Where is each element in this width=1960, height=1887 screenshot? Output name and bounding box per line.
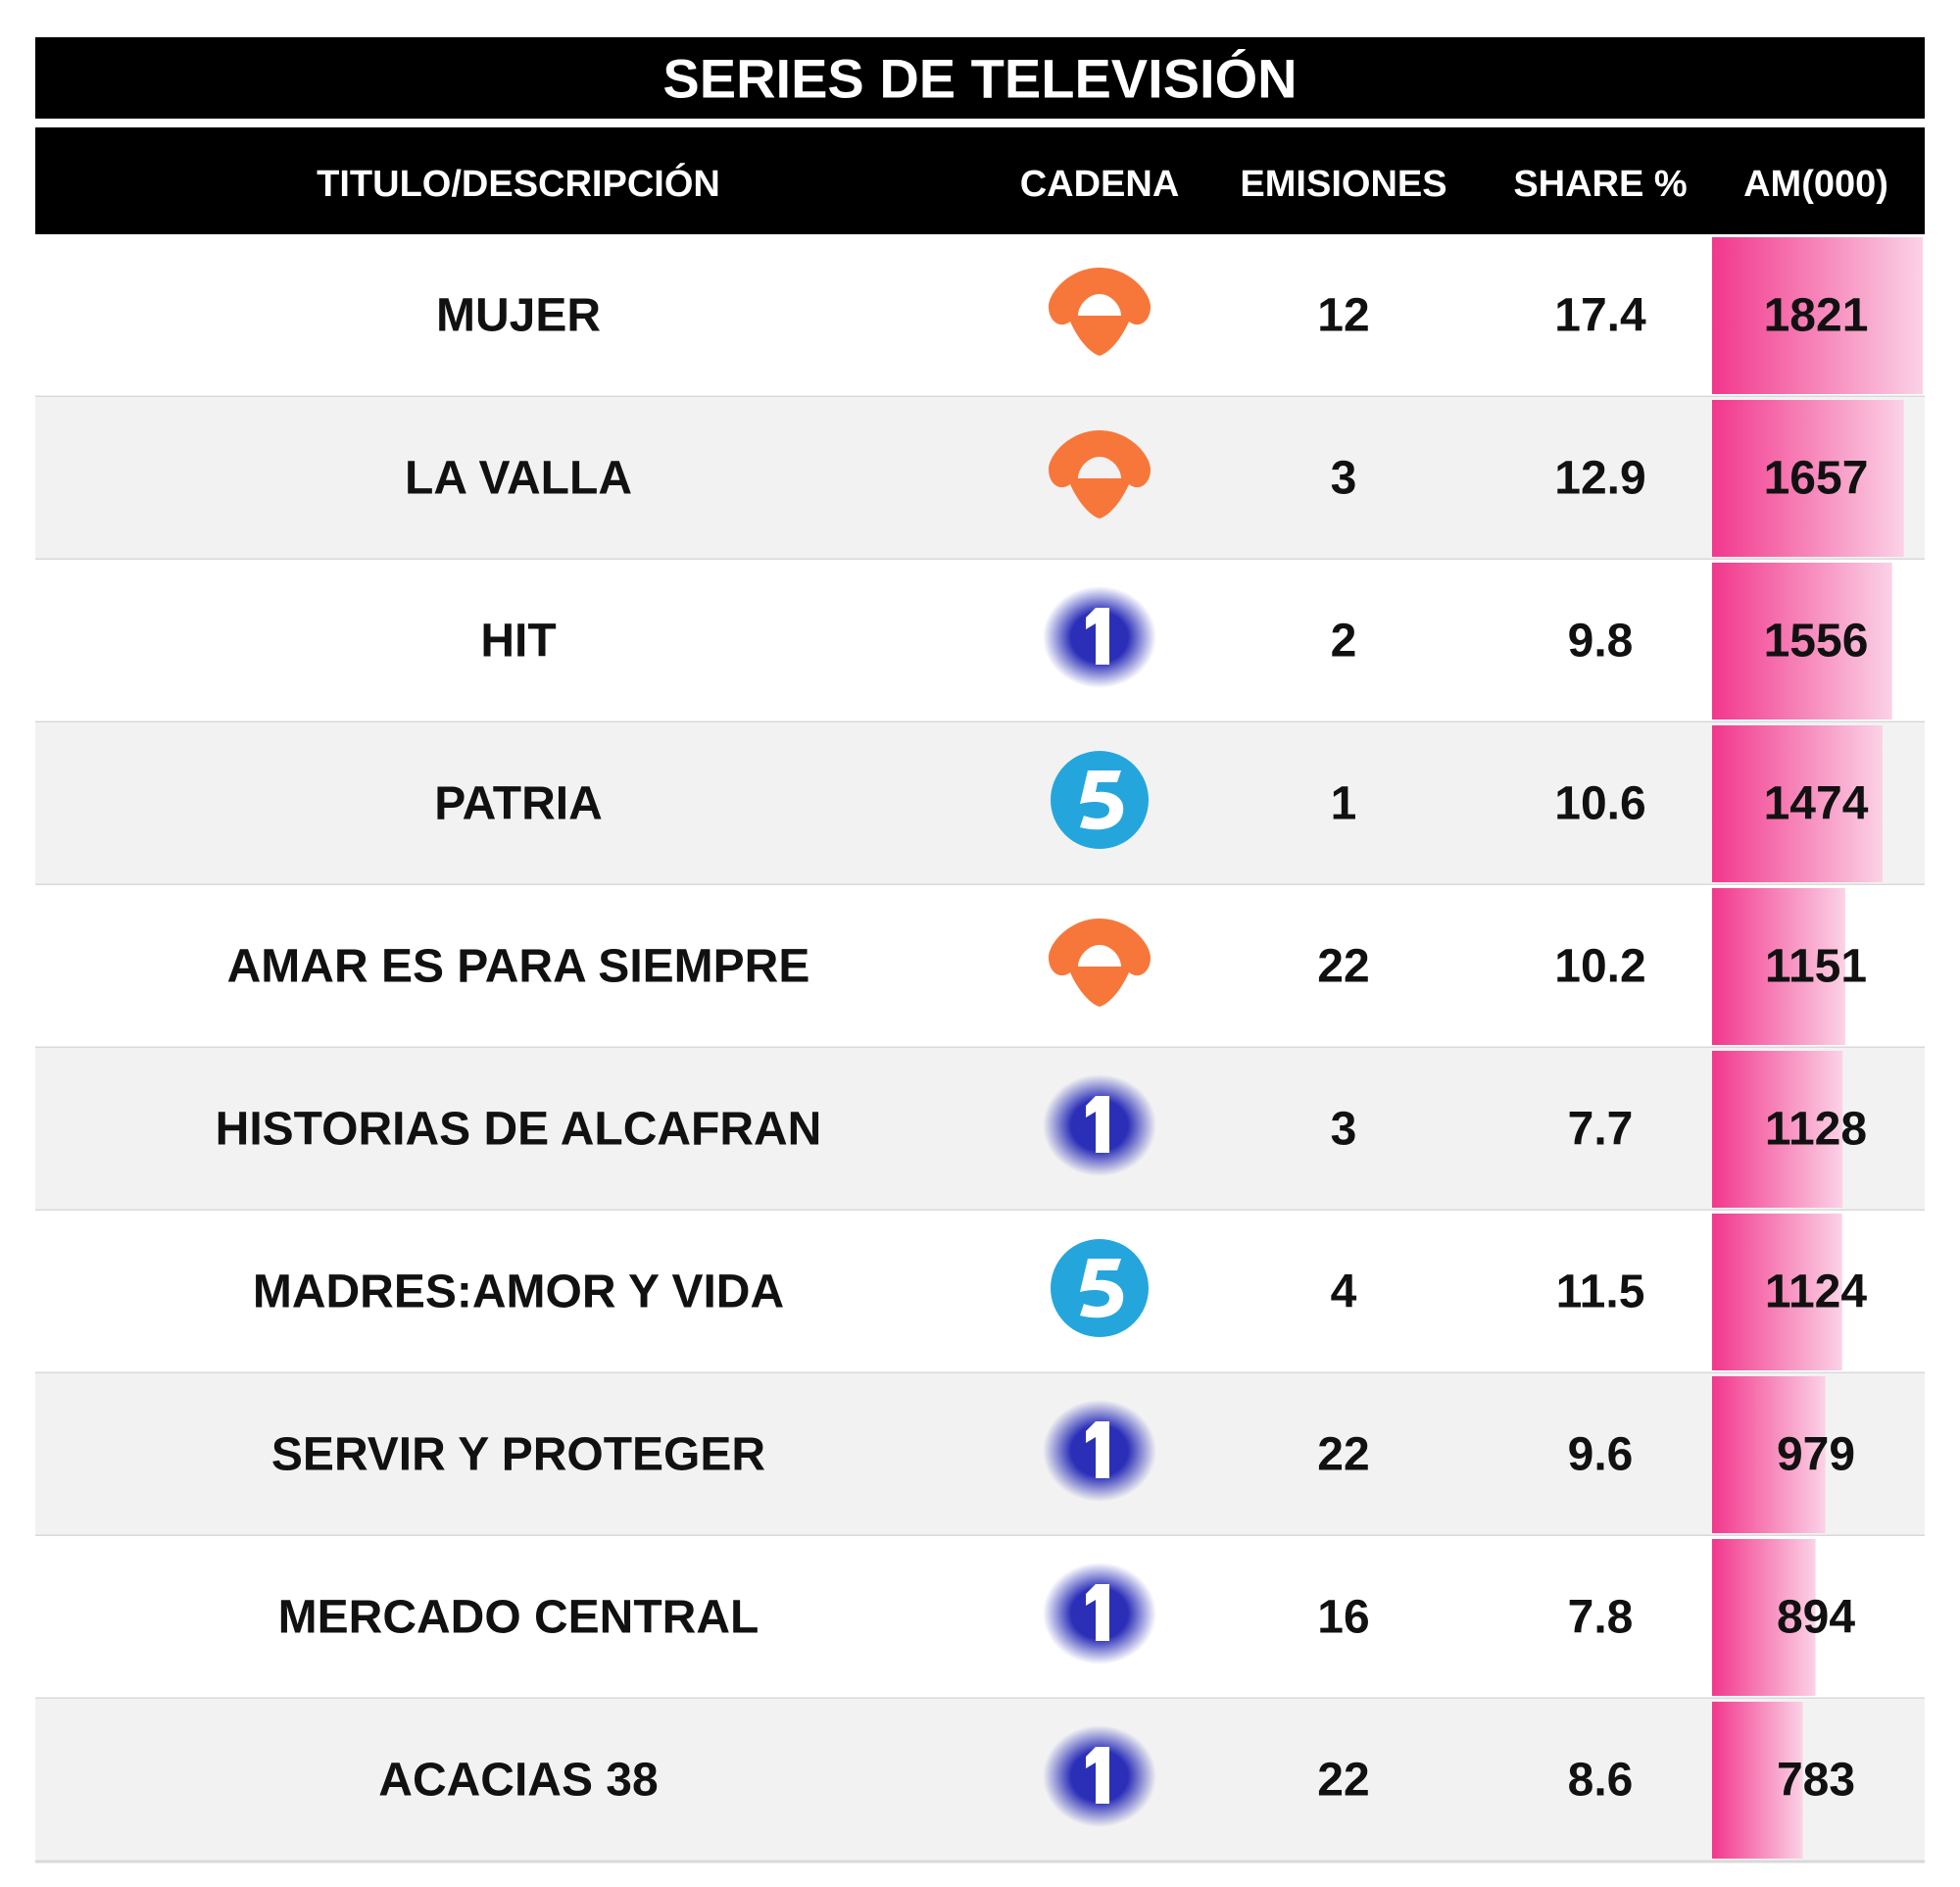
column-header: SHARE % (1513, 164, 1687, 205)
series-title: HIT (480, 616, 556, 668)
cell-value: 1124 (1765, 1266, 1867, 1318)
logo-shape (1049, 430, 1151, 519)
logo-shape (1049, 268, 1151, 356)
cell-value: 2 (1331, 616, 1357, 668)
series-title: SERVIR Y PROTEGER (271, 1429, 765, 1481)
cell-value: 9.8 (1568, 616, 1634, 668)
row-background (35, 234, 1925, 397)
cell-value: 1556 (1764, 616, 1869, 668)
cell-value: 979 (1777, 1429, 1855, 1481)
logo-shape (1049, 919, 1151, 1007)
cell-value: 22 (1317, 1755, 1369, 1807)
cell-value: 12 (1317, 290, 1369, 342)
row-background (35, 1373, 1925, 1536)
column-header: CADENA (1020, 164, 1180, 205)
cell-value: 894 (1777, 1592, 1855, 1644)
cell-value: 11.5 (1556, 1266, 1645, 1318)
series-title: LA VALLA (405, 453, 632, 505)
row-background (35, 1536, 1925, 1699)
channel-logo (1049, 430, 1151, 519)
row-background (35, 560, 1925, 722)
row-background (35, 1048, 1925, 1211)
channel-logo (1051, 751, 1149, 849)
cell-value: 1128 (1765, 1104, 1867, 1156)
logo-shape (1086, 1584, 1109, 1641)
cell-value: 10.6 (1554, 778, 1645, 830)
series-title: HISTORIAS DE ALCAFRAN (216, 1104, 822, 1156)
cell-value: 7.7 (1568, 1104, 1634, 1156)
logo-shape (1086, 1096, 1109, 1153)
channel-logo (1049, 919, 1151, 1007)
header-bar (35, 127, 1925, 234)
series-title: PATRIA (434, 778, 603, 830)
data-bar (1712, 1051, 1843, 1208)
channel-logo (1043, 1725, 1156, 1827)
data-bar (1712, 1539, 1816, 1696)
logo-shape (1080, 1259, 1124, 1318)
cell-value: 22 (1317, 941, 1369, 993)
cell-value: 3 (1331, 1104, 1357, 1156)
cell-value: 16 (1317, 1592, 1369, 1644)
series-title: ACACIAS 38 (378, 1755, 658, 1807)
cell-value: 22 (1317, 1429, 1369, 1481)
series-title: MUJER (436, 290, 601, 342)
series-title: MADRES:AMOR Y VIDA (253, 1266, 784, 1318)
data-bar (1712, 888, 1845, 1045)
row-background (35, 722, 1925, 885)
row-background (35, 1699, 1925, 1862)
column-header: AM(000) (1743, 164, 1888, 205)
channel-logo (1043, 586, 1156, 688)
channel-logo (1049, 268, 1151, 356)
logo-shape (1086, 608, 1109, 665)
cell-value: 17.4 (1554, 290, 1646, 342)
cell-value: 4 (1331, 1266, 1357, 1318)
logo-shape (1086, 1421, 1109, 1478)
row-background (35, 1211, 1925, 1373)
cell-value: 1151 (1765, 941, 1867, 993)
column-header: TITULO/DESCRIPCIÓN (317, 162, 720, 205)
cell-value: 3 (1331, 453, 1357, 505)
row-background (35, 885, 1925, 1048)
channel-logo (1043, 1563, 1156, 1664)
cell-value: 9.6 (1568, 1429, 1634, 1481)
channel-logo (1043, 1400, 1156, 1502)
data-bar (1712, 725, 1884, 882)
data-bar (1712, 563, 1892, 720)
channel-logo (1043, 1074, 1156, 1176)
data-bar (1712, 1702, 1803, 1859)
column-header: EMISIONES (1240, 164, 1446, 205)
data-bar (1712, 400, 1904, 557)
cell-value: 10.2 (1554, 941, 1645, 993)
data-bar (1712, 1376, 1826, 1533)
cell-value: 1821 (1764, 290, 1869, 342)
title-bar (35, 37, 1925, 119)
cell-value: 1474 (1764, 778, 1869, 830)
data-bar (1712, 237, 1923, 394)
cell-value: 783 (1777, 1755, 1855, 1807)
series-title: MERCADO CENTRAL (278, 1592, 760, 1644)
cell-value: 7.8 (1568, 1592, 1634, 1644)
row-background (35, 397, 1925, 560)
series-title: AMAR ES PARA SIEMPRE (227, 941, 810, 993)
logo-shape (1080, 770, 1124, 830)
cell-value: 8.6 (1568, 1755, 1634, 1807)
cell-value: 1 (1331, 778, 1357, 830)
title: SERIES DE TELEVISIÓN (662, 48, 1297, 110)
logo-shape (1086, 1747, 1109, 1804)
cell-value: 12.9 (1554, 453, 1645, 505)
cell-value: 1657 (1764, 453, 1869, 505)
channel-logo (1051, 1239, 1149, 1337)
data-bar (1712, 1214, 1842, 1370)
